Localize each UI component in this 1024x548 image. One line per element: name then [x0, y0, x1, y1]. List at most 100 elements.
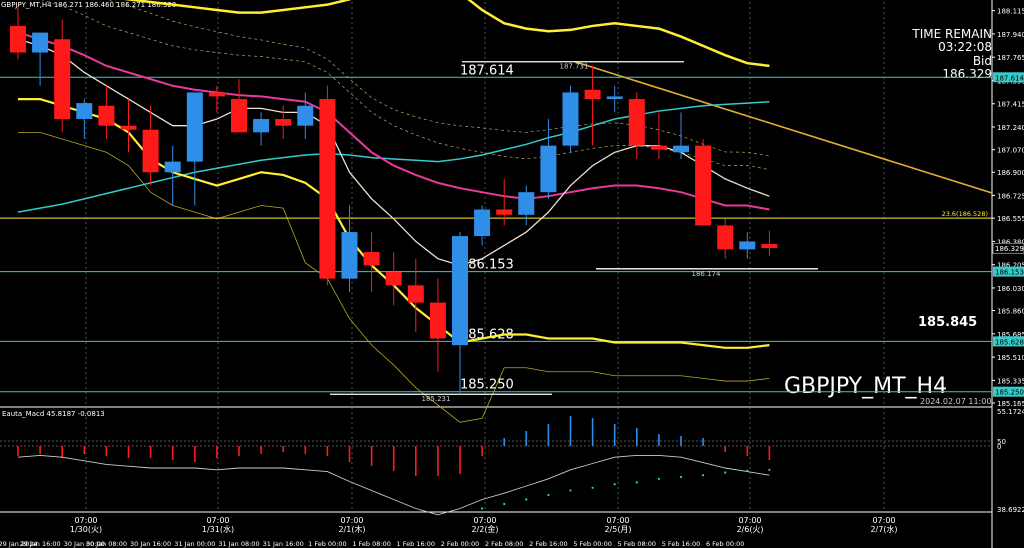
bear-candle — [10, 25, 26, 53]
bid-label: Bid — [972, 54, 992, 68]
ma-white-line — [17, 38, 770, 267]
macd-signal-dot — [547, 493, 550, 497]
fib-label: 23.6(186.528) — [942, 210, 988, 218]
session-date-label: 2/5(月) — [604, 525, 631, 534]
envelope-dotted-line — [41, 0, 770, 170]
price-tick-label: 187.240 — [997, 124, 1024, 132]
bear-candle — [628, 99, 645, 146]
axis-level-box — [993, 266, 1024, 277]
time-axis-label: 29 Jan 2024 — [0, 540, 37, 548]
ma-yellow-line — [18, 97, 770, 349]
bear-candle — [98, 105, 115, 126]
session-date-label: 2/2(金) — [471, 524, 498, 534]
session-date-label: 1/30(火) — [70, 525, 102, 534]
time-remain-value: 03:22:08 — [938, 40, 992, 54]
bull-candle — [253, 119, 270, 133]
white-level-label: 187.731 — [560, 63, 589, 71]
bear-candle — [496, 209, 513, 215]
level-label: 185.628 — [460, 327, 514, 342]
bull-candle — [164, 161, 181, 173]
time-axis-label: 30 Jan 08:00 — [86, 540, 127, 548]
bear-candle — [717, 225, 734, 250]
time-axis-label: 29 Jan 16:00 — [20, 540, 61, 548]
time-axis-label: 30 Jan 00:00 — [64, 540, 105, 548]
descending-trendline — [574, 60, 993, 194]
price-tick-label: 187.070 — [997, 147, 1024, 155]
bull-candle — [562, 92, 579, 146]
time-axis-label: 2 Feb 00:00 — [441, 540, 480, 548]
time-axis-label: 2 Feb 08:00 — [485, 540, 524, 548]
level-label: 187.614 — [460, 63, 514, 78]
bear-candle — [275, 119, 292, 126]
session-date-label: 2/7(水) — [870, 524, 897, 534]
symbol-datetime: 2024.02.07 11:00 — [920, 397, 992, 406]
ma-magenta-line — [17, 31, 770, 211]
macd-signal-dot — [569, 489, 572, 492]
session-time-label: 07:00 — [606, 516, 629, 525]
bear-candle — [761, 244, 778, 249]
macd-signal-dot — [679, 475, 683, 479]
bid-axis-box — [992, 242, 1024, 254]
session-time-label: 07:00 — [74, 516, 97, 525]
price-tick-label: 185.165 — [997, 400, 1024, 408]
time-axis-label: 31 Jan 08:00 — [218, 540, 259, 548]
bear-candle — [363, 252, 380, 266]
price-tick-label: 185.860 — [997, 308, 1024, 316]
axis-level-text: 185.250 — [995, 389, 1024, 397]
time-axis-label: 31 Jan 16:00 — [263, 540, 304, 548]
axis-level-box — [993, 336, 1024, 347]
bear-candle — [429, 302, 446, 339]
bull-candle — [32, 32, 49, 53]
time-axis-label: 2 Feb 16:00 — [529, 540, 568, 548]
bid-axis-text: 186.329 — [995, 245, 1024, 253]
bear-candle — [142, 129, 159, 173]
chart-info-header: GBPJPY_MT,H4 186.271 186.460 186.271 186… — [1, 1, 177, 9]
bear-candle — [208, 92, 225, 97]
session-time-label: 07:00 — [738, 516, 761, 525]
price-tick-label: 185.685 — [997, 331, 1024, 339]
upper-band-line — [123, 0, 770, 68]
bull-candle — [297, 105, 314, 126]
bull-candle — [739, 241, 756, 250]
axis-level-text: 185.628 — [995, 338, 1024, 346]
bear-candle — [54, 39, 71, 120]
macd-label: Eauta_Macd 45.8187 -0.0813 — [2, 410, 105, 418]
bull-candle — [452, 236, 468, 346]
bull-candle — [518, 192, 535, 215]
axis-level-text: 187.614 — [995, 74, 1024, 82]
time-axis-label: 1 Feb 08:00 — [352, 540, 391, 548]
axis-level-text: 186.153 — [995, 269, 1024, 277]
axis-level-box — [993, 72, 1024, 83]
macd-signal-dot — [768, 468, 771, 471]
symbol-name: GBPJPY_MT_H4 — [784, 374, 948, 399]
big-level-label: 185.845 — [918, 315, 978, 330]
level-label: 186.153 — [460, 258, 514, 273]
price-tick-label: 185.335 — [997, 377, 1024, 385]
ma-cyan-line — [17, 101, 770, 213]
axis-level-box — [993, 386, 1024, 397]
macd-signal-dot — [657, 477, 661, 480]
time-axis-label: 1 Feb 00:00 — [308, 540, 347, 548]
macd-signal-dot — [702, 474, 705, 477]
bull-candle — [186, 92, 203, 162]
macd-tick-label: 38.6922 — [997, 506, 1024, 514]
white-level-label: 185.231 — [422, 395, 451, 403]
session-time-label: 07:00 — [340, 516, 363, 525]
price-tick-label: 186.030 — [997, 285, 1024, 293]
level-label: 185.250 — [460, 378, 514, 393]
time-axis-label: 6 Feb 00:00 — [706, 540, 745, 548]
time-remain-label: TIME REMAIN — [912, 27, 992, 41]
session-date-label: 2/6(火) — [736, 525, 763, 534]
bear-candle — [120, 125, 137, 130]
session-time-label: 07:00 — [872, 516, 895, 525]
macd-signal-dot — [613, 483, 616, 486]
price-tick-label: 188.115 — [997, 8, 1024, 16]
price-tick-label: 187.940 — [997, 31, 1024, 39]
price-tick-label: 186.555 — [997, 215, 1024, 223]
price-tick-label: 187.765 — [997, 54, 1024, 62]
macd-signal-dot — [591, 486, 594, 489]
price-tick-label: 186.900 — [997, 169, 1024, 177]
bear-candle — [695, 145, 712, 226]
session-time-label: 07:00 — [473, 516, 496, 525]
